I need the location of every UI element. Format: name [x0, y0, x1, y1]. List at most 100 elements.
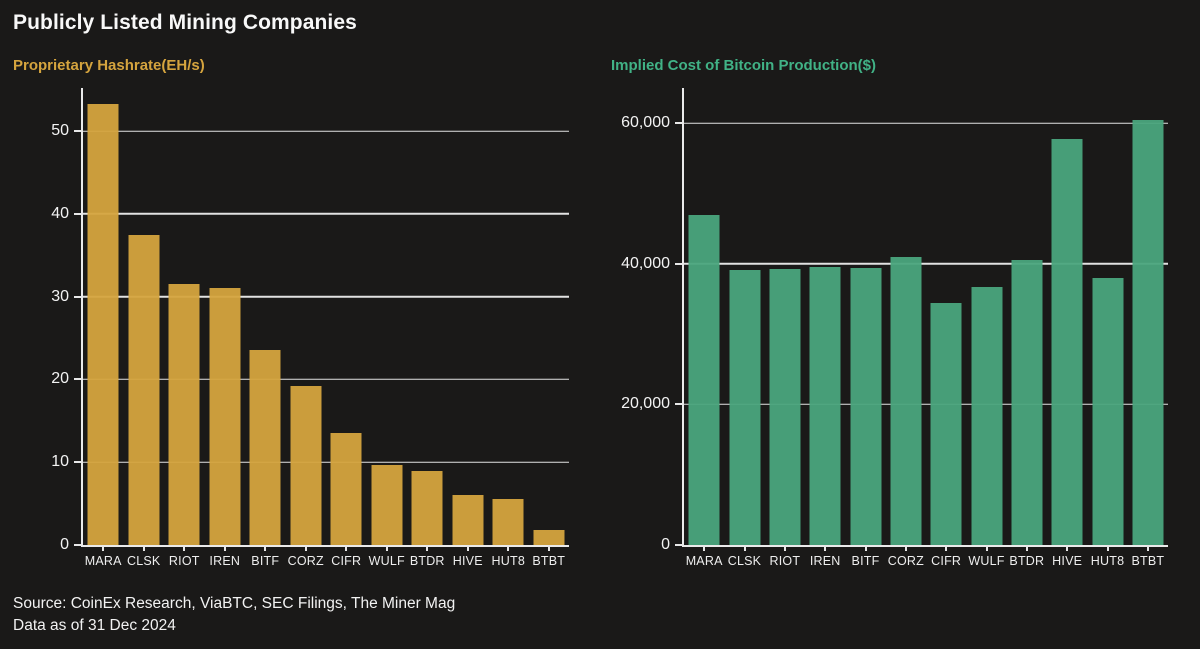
x-axis-tick [142, 545, 145, 551]
x-axis-label: IREN [209, 554, 241, 568]
x-axis-label: HIVE [1052, 554, 1083, 568]
bar-btbt [533, 530, 565, 545]
x-axis-tick [547, 545, 550, 551]
x-axis-label: BTDR [409, 554, 445, 568]
x-axis-label: CIFR [931, 554, 962, 568]
x-axis-label: WULF [968, 554, 1005, 568]
x-axis-tick [223, 545, 226, 551]
x-axis-tick [703, 545, 706, 551]
x-axis-label: BTBT [1131, 554, 1165, 568]
gridline [83, 378, 569, 381]
y-axis-tick [74, 378, 83, 381]
x-axis-label: RIOT [168, 554, 200, 568]
x-axis-label: IREN [809, 554, 841, 568]
bar-hut8 [1092, 277, 1123, 545]
x-axis-tick [507, 545, 510, 551]
bar-cifr [330, 433, 362, 545]
bar-clsk [128, 234, 160, 545]
x-axis-label: CORZ [287, 554, 324, 568]
x-axis-label: RIOT [769, 554, 801, 568]
y-axis-label: 0 [60, 536, 69, 553]
y-axis-label: 0 [661, 536, 670, 553]
bar-hut8 [492, 499, 524, 545]
y-axis-label: 10 [51, 453, 69, 471]
x-axis-tick [426, 545, 429, 551]
bar-mara [688, 214, 720, 545]
bar-mara [87, 103, 119, 545]
bar-iren [209, 288, 241, 545]
x-axis-label: HUT8 [1090, 554, 1125, 568]
x-axis-tick [743, 545, 746, 551]
x-axis-tick [985, 545, 988, 551]
bar-bitf [249, 350, 281, 545]
x-axis-label: MARA [685, 554, 723, 568]
x-axis-tick [824, 545, 827, 551]
bar-riot [168, 284, 200, 545]
bar-hive [1051, 139, 1083, 545]
bar-iren [809, 267, 841, 545]
y-axis-label: 50 [51, 122, 69, 140]
y-axis-tick [74, 295, 83, 298]
y-axis-tick [74, 130, 83, 133]
x-axis-tick [345, 545, 348, 551]
y-axis-label: 30 [51, 287, 69, 305]
x-axis-tick [304, 545, 307, 551]
bar-clsk [729, 270, 760, 545]
x-axis-label: CLSK [127, 554, 161, 568]
y-axis-tick [675, 403, 684, 406]
bar-bitf [850, 268, 881, 545]
x-axis-tick [904, 545, 907, 551]
y-axis-label: 20 [51, 370, 69, 388]
x-axis-label: BITF [251, 554, 280, 568]
bar-btdr [411, 471, 443, 545]
x-axis-label: WULF [368, 554, 405, 568]
x-axis-tick [1106, 545, 1109, 551]
gridline [83, 461, 569, 463]
x-axis-label: BITF [851, 554, 880, 568]
gridline [83, 130, 569, 132]
y-axis-label: 60,000 [621, 114, 670, 132]
gridline [83, 295, 569, 298]
x-axis-label: HIVE [452, 554, 483, 568]
x-axis-label: CIFR [331, 554, 362, 568]
bar-wulf [971, 286, 1002, 545]
bar-wulf [371, 464, 403, 545]
x-axis-label: CLSK [727, 554, 762, 568]
source-line: Source: CoinEx Research, ViaBTC, SEC Fil… [13, 595, 456, 612]
bar-cifr [930, 303, 962, 545]
x-axis-tick [1025, 545, 1028, 551]
bar-hive [452, 495, 484, 545]
production-cost-chart-subtitle: Implied Cost of Bitcoin Production($) [611, 57, 876, 74]
source-block: Source: CoinEx Research, ViaBTC, SEC Fil… [13, 593, 455, 637]
x-axis-tick [864, 545, 867, 551]
bar-riot [769, 268, 801, 545]
y-axis-tick [675, 262, 684, 265]
x-axis-label: MARA [84, 554, 122, 568]
x-axis-tick [466, 545, 469, 551]
y-axis-tick [74, 544, 83, 546]
y-axis-tick [74, 212, 83, 215]
production-cost-plot-area: 0 20,000 40,000 60,000 MARA CLSK RIOT IREN BITF C… [621, 88, 1168, 568]
x-axis-tick [1066, 545, 1069, 551]
x-axis-tick [1146, 545, 1149, 551]
x-axis-label: HUT8 [491, 554, 525, 568]
bar-corz [890, 257, 922, 545]
y-axis-tick [74, 461, 83, 464]
x-axis-tick [945, 545, 948, 551]
y-axis-label: 20,000 [621, 395, 670, 413]
bar-btbt [1132, 120, 1164, 545]
y-axis-label: 40,000 [621, 254, 670, 272]
gridline [684, 263, 1168, 265]
gridline [684, 403, 1168, 406]
bar-btdr [1011, 259, 1043, 545]
x-axis-tick [385, 545, 388, 551]
hashrate-chart-subtitle: Proprietary Hashrate(EH/s) [13, 57, 205, 74]
y-axis-label: 40 [51, 204, 69, 222]
bar-corz [290, 386, 322, 545]
x-axis-tick [183, 545, 186, 551]
y-axis-tick [675, 122, 684, 125]
x-axis-label: BTBT [532, 554, 566, 568]
data-date-line: Data as of 31 Dec 2024 [13, 617, 176, 634]
gridline [83, 213, 569, 215]
